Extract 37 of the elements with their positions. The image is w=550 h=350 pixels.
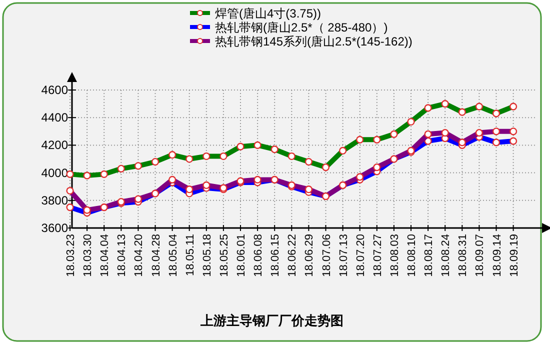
- legend-label: 热轧带钢145系列(唐山2.5*(145-162)): [215, 34, 412, 48]
- y-tick-label: 4200: [41, 138, 68, 152]
- x-tick-label: 18.05.25: [218, 234, 230, 277]
- legend-label: 焊管(唐山4寸(3.75)): [215, 6, 322, 20]
- y-tick-label: 4400: [41, 110, 68, 125]
- x-tick-label: 18.03.23: [65, 234, 77, 277]
- x-tick-label: 18.04.04: [99, 234, 112, 277]
- x-tick-label: 18.09.19: [508, 234, 520, 277]
- x-tick-label: 18.07.06: [320, 234, 333, 277]
- x-tick-label: 18.08.10: [406, 234, 418, 277]
- x-tick-label: 18.06.22: [286, 234, 299, 277]
- y-tick-label: 4600: [41, 83, 68, 97]
- y-tick-label: 3600: [41, 221, 68, 235]
- x-tick-label: 18.04.13: [116, 234, 128, 277]
- x-tick-label: 18.08.24: [440, 234, 452, 277]
- x-tick-label: 18.06.08: [252, 234, 265, 277]
- x-tick-label: 18.06.15: [270, 234, 282, 277]
- x-tick-label: 18.03.30: [82, 234, 94, 277]
- x-tick-label: 18.09.14: [491, 234, 504, 277]
- x-tick-label: 18.05.11: [184, 234, 196, 276]
- x-tick-label: 18.05.18: [201, 234, 214, 277]
- x-tick-label: 18.09.07: [474, 234, 486, 277]
- x-tick-label: 18.06.01: [236, 234, 248, 277]
- x-tick-label: 18.08.31: [457, 234, 470, 277]
- legend-label: 热轧带钢(唐山2.5*（ 285-480）): [215, 20, 388, 34]
- x-tick-label: 18.06.29: [304, 234, 316, 277]
- x-tick-label: 18.04.20: [133, 234, 146, 277]
- x-tick-label: 18.07.20: [354, 234, 367, 277]
- y-tick-label: 3800: [41, 193, 68, 208]
- x-tick-label: 18.05.04: [167, 234, 180, 277]
- x-tick-label: 18.04.28: [150, 234, 162, 277]
- x-tick-label: 18.08.03: [388, 234, 401, 277]
- text: 上游主导钢厂厂价走势图: [200, 313, 344, 328]
- y-tick-label: 4000: [41, 166, 68, 180]
- x-tick-label: 18.07.27: [372, 234, 384, 277]
- x-tick-label: 18.07.13: [338, 234, 350, 277]
- x-tick-label: 18.08.17: [423, 234, 436, 277]
